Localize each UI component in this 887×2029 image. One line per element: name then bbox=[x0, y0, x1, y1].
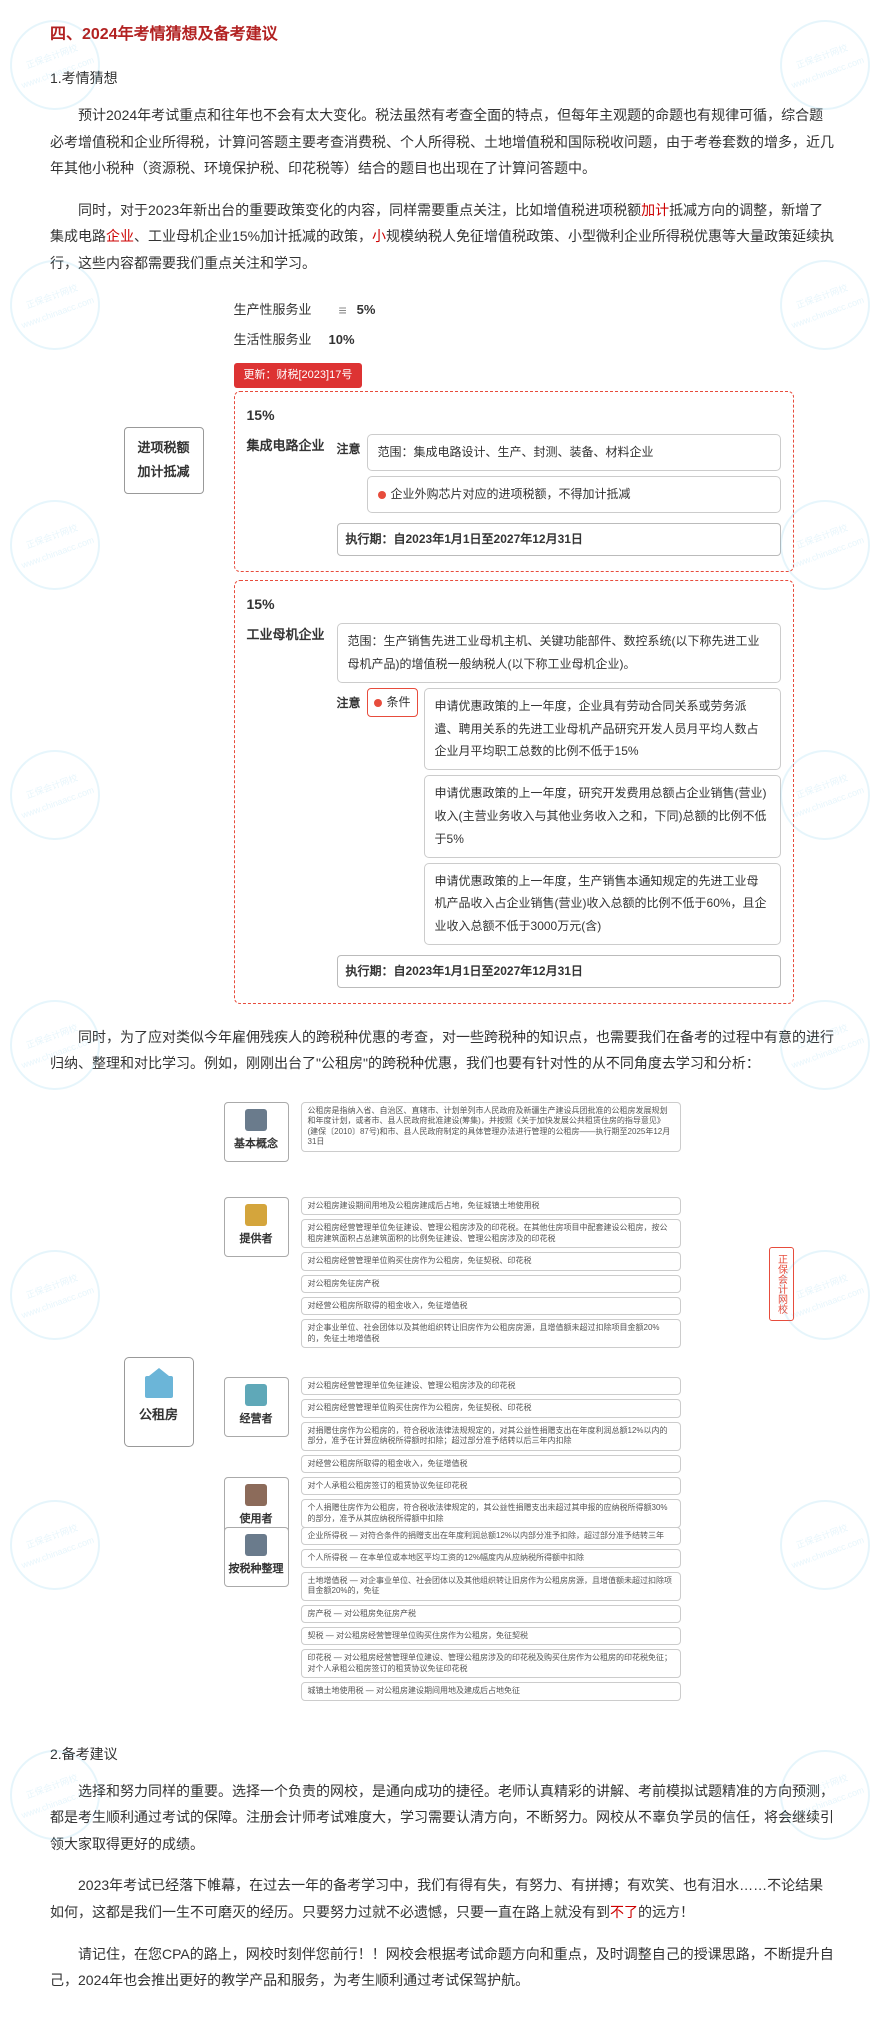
d2-leaves-4: 企业所得税 — 对符合条件的捐赠支出在年度利润总额12%以内部分准予扣除，超过部… bbox=[301, 1527, 681, 1701]
watermark-icon: 正保会计网校 www.chinaacc.com bbox=[0, 1487, 113, 1602]
node-icon bbox=[245, 1534, 267, 1556]
d1-b2-pct: 15% bbox=[247, 591, 781, 618]
red-dot-icon bbox=[378, 491, 386, 499]
link-xiao[interactable]: 小 bbox=[372, 228, 386, 244]
d1-b2-cond-label: 条件 bbox=[367, 688, 418, 717]
d1-b1-exec: 执行期：自2023年1月1日至2027年12月31日 bbox=[337, 523, 781, 556]
d2-node-label: 按税种整理 bbox=[228, 1559, 285, 1580]
d2-root-label: 公租房 bbox=[139, 1407, 178, 1422]
red-dot-icon bbox=[374, 699, 382, 707]
d2-leaf: 城镇土地使用税 — 对公租房建设期间用地及建成后占地免征 bbox=[301, 1682, 681, 1700]
d1-b2-c2: 申请优惠政策的上一年度，研究开发费用总额占企业销售(营业)收入(主营业务收入与其… bbox=[424, 775, 781, 857]
d1-box-machine: 15% 工业母机企业 范围：生产销售先进工业母机主机、关键功能部件、数控系统(以… bbox=[234, 580, 794, 1004]
d1-b2-scope: 范围：生产销售先进工业母机主机、关键功能部件、数控系统(以下称先进工业母机产品)… bbox=[337, 623, 781, 683]
node-icon bbox=[245, 1109, 267, 1131]
watermark-icon: 正保会计网校 www.chinaacc.com bbox=[0, 1237, 113, 1352]
link-jiaji[interactable]: 加计 bbox=[641, 202, 669, 218]
d2-leaf: 对公租房经营管理单位免征建设、管理公租房涉及的印花税。在其他住房项目中配套建设公… bbox=[301, 1219, 681, 1248]
brand-stamp: 正保会计网校 bbox=[769, 1247, 794, 1321]
d1-b1-note-label: 注意 bbox=[337, 434, 361, 461]
link-buliao[interactable]: 不了 bbox=[610, 1904, 638, 1920]
node-icon bbox=[245, 1484, 267, 1506]
d1-b1-pct: 15% bbox=[247, 402, 781, 429]
d2-leaf: 对公租房建设期间用地及公租房建成后占地，免征城镇土地使用税 bbox=[301, 1197, 681, 1215]
d2-node-1: 提供者 bbox=[224, 1197, 289, 1257]
d1-b2-label: 工业母机企业 bbox=[247, 623, 337, 648]
d1-b1-label: 集成电路企业 bbox=[247, 434, 337, 459]
d2-leaf: 房产税 — 对公租房免征房产税 bbox=[301, 1605, 681, 1623]
p2e: 、工业母机企业15%加计抵减的政策， bbox=[134, 228, 372, 244]
d1-b2-note-label: 注意 bbox=[337, 688, 361, 715]
d1-b1-scope: 范围：集成电路设计、生产、封测、装备、材料企业 bbox=[367, 434, 781, 471]
subtitle-1: 1.考情猜想 bbox=[50, 65, 837, 92]
watermark-icon: 正保会计网校 www.chinaacc.com bbox=[767, 1487, 882, 1602]
paragraph-5: 2023年考试已经落下帷幕，在过去一年的备考学习中，我们有得有失，有努力、有拼搏… bbox=[50, 1872, 837, 1925]
cond-text: 条件 bbox=[387, 695, 411, 709]
p5c: 的远方！ bbox=[638, 1904, 694, 1920]
d2-leaf: 对经营公租房所取得的租金收入，免征增值税 bbox=[301, 1455, 681, 1473]
d2-leaf: 对公租房经营管理单位购买住房作为公租房，免征契税、印花税 bbox=[301, 1399, 681, 1417]
section-title: 四、2024年考情猜想及备考建议 bbox=[50, 20, 837, 50]
d2-leaf: 对经营公租房所取得的租金收入，免征增值税 bbox=[301, 1297, 681, 1315]
d1-b2-exec: 执行期：自2023年1月1日至2027年12月31日 bbox=[337, 955, 781, 988]
diagram-input-tax-credit: 进项税额 加计抵减 生产性服务业 ≡ 5% 生活性服务业 10% 更新：财税[2… bbox=[94, 297, 794, 1004]
d2-leaf: 对公租房免征房产税 bbox=[301, 1275, 681, 1293]
d2-node-label: 基本概念 bbox=[228, 1134, 285, 1155]
d2-leaf: 契税 — 对公租房经营管理单位购买住房作为公租房，免征契税 bbox=[301, 1627, 681, 1645]
d1-b2-c3: 申请优惠政策的上一年度，生产销售本通知规定的先进工业母机产品收入占企业销售(营业… bbox=[424, 863, 781, 945]
link-qiye[interactable]: 企业 bbox=[106, 228, 134, 244]
d1-box-ic: 15% 集成电路企业 注意 范围：集成电路设计、生产、封测、装备、材料企业 企业… bbox=[234, 391, 794, 572]
d1-root: 进项税额 加计抵减 bbox=[124, 427, 204, 494]
d1-r1-pct: 5% bbox=[357, 298, 376, 323]
d2-leaf: 企业所得税 — 对符合条件的捐赠支出在年度利润总额12%以内部分准予扣除，超过部… bbox=[301, 1527, 681, 1545]
d1-b1-warn-text: 企业外购芯片对应的进项税额，不得加计抵减 bbox=[391, 487, 631, 501]
p5a: 2023年考试已经落下帷幕，在过去一年的备考学习中，我们有得有失，有努力、有拼搏… bbox=[50, 1877, 823, 1920]
d2-leaf: 对公租房经营管理单位免征建设、管理公租房涉及的印花税 bbox=[301, 1377, 681, 1395]
d2-node-label: 提供者 bbox=[228, 1229, 285, 1250]
paragraph-1: 预计2024年考试重点和往年也不会有太大变化。税法虽然有考查全面的特点，但每年主… bbox=[50, 102, 837, 182]
d2-leaves-3: 对个人承租公租房签订的租赁协议免征印花税个人捐赠住房作为公租房，符合税收法律规定… bbox=[301, 1477, 681, 1528]
d2-leaf: 个人所得税 — 在本单位或本地区平均工资的12%幅度内从应纳税所得额中扣除 bbox=[301, 1549, 681, 1567]
paragraph-6: 请记住，在您CPA的路上，网校时刻伴您前行！！网校会根据考试命题方向和重点，及时… bbox=[50, 1941, 837, 1994]
d2-leaf: 对个人承租公租房签订的租赁协议免征印花税 bbox=[301, 1477, 681, 1495]
d2-root: 公租房 bbox=[124, 1357, 194, 1447]
d2-branch-0: 基本概念公租房是指纳入省、自治区、直辖市、计划单列市人民政府及新疆生产建设兵团批… bbox=[224, 1102, 681, 1162]
d1-r2-label: 生活性服务业 bbox=[234, 328, 329, 353]
d2-leaf: 个人捐赠住房作为公租房，符合税收法律规定的，其公益性捐赠支出未超过其申报的应纳税… bbox=[301, 1499, 681, 1528]
d2-leaf: 土地增值税 — 对企事业单位、社会团体以及其他组织转让旧房作为公租房房源，且增值… bbox=[301, 1572, 681, 1601]
d1-r1-label: 生产性服务业 bbox=[234, 298, 329, 323]
d2-leaf: 对捐赠住房作为公租房的，符合税收法律法规规定的，对其公益性捐赠支出在年度利润总额… bbox=[301, 1422, 681, 1451]
paragraph-2: 同时，对于2023年新出台的重要政策变化的内容，同样需要重点关注，比如增值税进项… bbox=[50, 197, 837, 277]
d2-leaf: 对企事业单位、社会团体以及其他组织转让旧房作为公租房房源，且增值额未超过扣除项目… bbox=[301, 1319, 681, 1348]
d2-leaf: 公租房是指纳入省、自治区、直辖市、计划单列市人民政府及新疆生产建设兵团批准的公租… bbox=[301, 1102, 681, 1152]
paragraph-4: 选择和努力同样的重要。选择一个负责的网校，是通向成功的捷径。老师认真精彩的讲解、… bbox=[50, 1778, 837, 1858]
d1-r2-pct: 10% bbox=[329, 328, 355, 353]
subtitle-2: 2.备考建议 bbox=[50, 1741, 837, 1768]
node-icon bbox=[245, 1384, 267, 1406]
paragraph-3: 同时，为了应对类似今年雇佣残疾人的跨税种优惠的考查，对一些跨税种的知识点，也需要… bbox=[50, 1024, 837, 1077]
d2-node-2: 经营者 bbox=[224, 1377, 289, 1437]
d2-leaves-1: 对公租房建设期间用地及公租房建成后占地，免征城镇土地使用税对公租房经营管理单位免… bbox=[301, 1197, 681, 1348]
d2-branch-1: 提供者对公租房建设期间用地及公租房建成后占地，免征城镇土地使用税对公租房经营管理… bbox=[224, 1197, 681, 1348]
node-icon bbox=[245, 1204, 267, 1226]
d1-b1-warn: 企业外购芯片对应的进项税额，不得加计抵减 bbox=[367, 476, 781, 513]
d2-node-label: 经营者 bbox=[228, 1409, 285, 1430]
diagram-public-housing: 公租房 正保会计网校 基本概念公租房是指纳入省、自治区、直辖市、计划单列市人民政… bbox=[124, 1097, 764, 1721]
d1-b2-c1: 申请优惠政策的上一年度，企业具有劳动合同关系或劳务派遣、聘用关系的先进工业母机产… bbox=[424, 688, 781, 770]
d1-update-tag: 更新：财税[2023]17号 bbox=[234, 363, 363, 388]
d2-leaf: 对公租房经营管理单位购买住房作为公租房，免征契税、印花税 bbox=[301, 1252, 681, 1270]
p2a: 同时，对于2023年新出台的重要政策变化的内容，同样需要重点关注，比如增值税进项… bbox=[78, 202, 641, 218]
d2-leaves-2: 对公租房经营管理单位免征建设、管理公租房涉及的印花税对公租房经营管理单位购买住房… bbox=[301, 1377, 681, 1473]
d2-node-0: 基本概念 bbox=[224, 1102, 289, 1162]
d2-branch-2: 经营者对公租房经营管理单位免征建设、管理公租房涉及的印花税对公租房经营管理单位购… bbox=[224, 1377, 681, 1473]
house-icon bbox=[145, 1376, 173, 1398]
d2-leaves-0: 公租房是指纳入省、自治区、直辖市、计划单列市人民政府及新疆生产建设兵团批准的公租… bbox=[301, 1102, 681, 1152]
d2-leaf: 印花税 — 对公租房经营管理单位建设、管理公租房涉及的印花税及购买住房作为公租房… bbox=[301, 1649, 681, 1678]
d2-branch-4: 按税种整理企业所得税 — 对符合条件的捐赠支出在年度利润总额12%以内部分准予扣… bbox=[224, 1527, 681, 1701]
d2-node-4: 按税种整理 bbox=[224, 1527, 289, 1587]
